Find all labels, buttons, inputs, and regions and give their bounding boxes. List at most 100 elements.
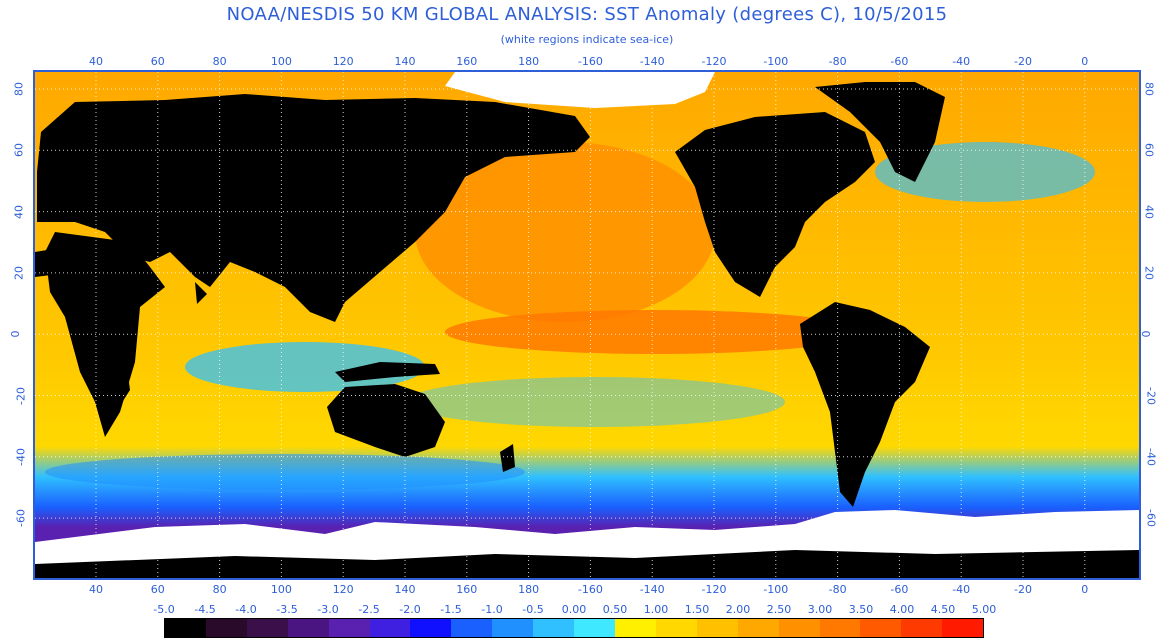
- top-lon-tick: -160: [577, 55, 603, 68]
- bottom-lon-tick: -20: [1014, 583, 1032, 596]
- legend-value-label: 4.50: [930, 603, 956, 616]
- legend-value-label: -1.5: [440, 603, 462, 616]
- top-lon-tick: -40: [952, 55, 971, 68]
- legend-value-label: -4.5: [194, 603, 216, 616]
- legend-swatch: [655, 619, 697, 637]
- legend-swatch: [246, 619, 288, 637]
- right-lat-tick: -60: [1144, 509, 1158, 528]
- legend-value-label: 0.00: [561, 603, 587, 616]
- top-lon-tick: 80: [212, 55, 227, 68]
- new-zealand: [500, 444, 515, 472]
- right-lat-tick: -20: [1144, 386, 1158, 405]
- left-lat-tick: 0: [9, 330, 22, 338]
- right-lat-tick: 40: [1142, 204, 1156, 219]
- bottom-lon-tick: 40: [89, 583, 103, 596]
- legend-value-label: -3.0: [317, 603, 339, 616]
- top-lon-tick: 120: [332, 55, 354, 68]
- legend-swatch: [860, 619, 902, 637]
- top-lon-tick: -100: [763, 55, 789, 68]
- left-lat-tick: 20: [12, 265, 26, 280]
- legend-swatch: [533, 619, 575, 637]
- bottom-lon-tick: -40: [952, 583, 971, 596]
- greenland: [815, 82, 945, 182]
- top-lon-tick: 140: [394, 55, 416, 68]
- map-title: NOAA/NESDIS 50 KM GLOBAL ANALYSIS: SST A…: [226, 4, 948, 25]
- south-pacific-cool-band: [405, 377, 785, 427]
- top-lon-tick: -60: [890, 55, 909, 68]
- sst-anomaly-map: [33, 70, 1141, 580]
- legend-swatch: [574, 619, 615, 637]
- legend-swatch: [410, 619, 452, 637]
- legend-swatch: [614, 619, 656, 637]
- arctic-sea-ice: [445, 72, 715, 108]
- bottom-lon-tick: -120: [701, 583, 727, 596]
- top-lon-tick: -80: [828, 55, 847, 68]
- left-lat-tick: -20: [14, 386, 28, 405]
- top-lon-tick: 0: [1081, 55, 1089, 68]
- bottom-lon-tick: 100: [270, 583, 292, 596]
- top-lon-tick: 100: [270, 55, 292, 68]
- bottom-lon-tick: -60: [890, 583, 909, 596]
- legend-swatch: [696, 619, 738, 637]
- legend-value-label: 5.00: [971, 603, 997, 616]
- top-lon-tick: -20: [1014, 55, 1032, 68]
- legend-value-label: 4.00: [889, 603, 915, 616]
- map-subtitle: (white regions indicate sea-ice): [500, 33, 674, 46]
- bottom-lon-tick: 60: [150, 583, 165, 596]
- bottom-lon-tick: 180: [518, 583, 540, 596]
- legend-value-label: 1.50: [684, 603, 710, 616]
- bottom-lon-tick: -140: [639, 583, 665, 596]
- top-lon-tick: -120: [701, 55, 727, 68]
- legend-value-label: 1.00: [643, 603, 669, 616]
- bottom-lon-tick: 160: [456, 583, 478, 596]
- right-lat-tick: -40: [1144, 447, 1158, 466]
- south-america: [800, 302, 930, 507]
- legend-swatch: [287, 619, 329, 637]
- legend-swatch: [328, 619, 370, 637]
- left-lat-tick: 40: [12, 204, 26, 219]
- legend-labels: -5.0 -4.5 -4.0 -3.5 -3.0 -2.5 -2.0 -1.5 -1.0 -0.5…: [0, 603, 1174, 617]
- el-nino-warm-anomaly: [445, 310, 865, 354]
- legend-value-label: 3.50: [848, 603, 874, 616]
- legend-value-label: -4.0: [235, 603, 257, 616]
- madagascar: [119, 367, 130, 404]
- legend-value-label: -2.0: [399, 603, 421, 616]
- bottom-lon-tick: 120: [332, 583, 354, 596]
- bottom-lon-tick: -100: [763, 583, 789, 596]
- north-atlantic-cool-anomaly: [875, 142, 1095, 202]
- right-lat-tick: 80: [1142, 82, 1156, 96]
- color-scale-bar: [164, 618, 984, 638]
- top-lon-tick: 180: [518, 55, 540, 68]
- legend-value-label: -2.5: [358, 603, 380, 616]
- left-lat-tick: 60: [12, 143, 26, 158]
- legend-value-label: 3.00: [807, 603, 833, 616]
- antarctica: [35, 550, 1139, 578]
- right-lat-tick: 20: [1142, 265, 1156, 280]
- eurasia: [37, 94, 590, 322]
- legend-swatch: [205, 619, 247, 637]
- legend-swatch: [165, 619, 206, 637]
- legend-value-label: -3.5: [276, 603, 298, 616]
- southern-ocean-cool-band: [45, 454, 525, 490]
- legend-value-label: -0.5: [522, 603, 544, 616]
- legend-swatch: [942, 619, 984, 637]
- antarctica-landmass: [35, 550, 1139, 578]
- legend-value-label: -1.0: [481, 603, 503, 616]
- legend-value-label: 2.00: [725, 603, 751, 616]
- legend-swatch: [451, 619, 493, 637]
- bottom-lon-tick: 80: [212, 583, 227, 596]
- lat-lon-grid: [35, 72, 1139, 578]
- north-america: [675, 112, 875, 297]
- india-tip: [195, 282, 207, 304]
- arabia: [35, 247, 75, 277]
- maritime-continent: [335, 362, 440, 382]
- africa: [45, 232, 165, 437]
- left-lat-tick: 80: [12, 82, 26, 96]
- legend-swatch: [737, 619, 779, 637]
- legend-value-label: -5.0: [153, 603, 175, 616]
- top-lon-tick: -140: [639, 55, 665, 68]
- legend-value-label: 0.50: [602, 603, 628, 616]
- legend-value-label: 2.50: [766, 603, 792, 616]
- legend-swatch: [901, 619, 943, 637]
- legend-swatch: [492, 619, 534, 637]
